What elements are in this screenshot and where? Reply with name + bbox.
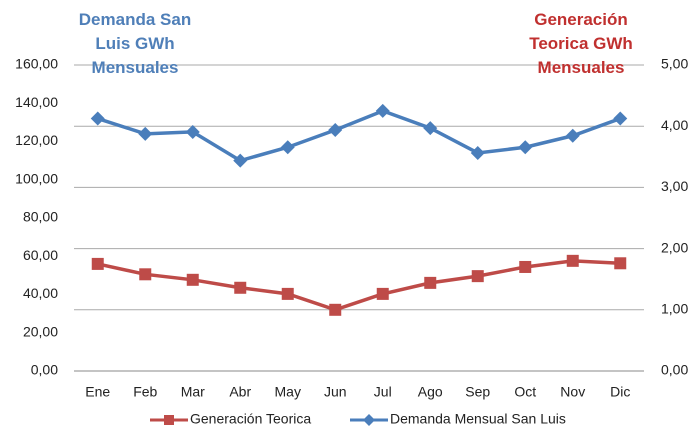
marker bbox=[138, 126, 153, 141]
legend-label: Demanda Mensual San Luis bbox=[390, 411, 566, 427]
marker bbox=[518, 140, 533, 155]
marker bbox=[423, 121, 438, 136]
marker bbox=[424, 276, 437, 289]
y2-tick-label: 4,00 bbox=[661, 117, 688, 133]
x-tick-label: Ene bbox=[85, 384, 110, 400]
marker bbox=[91, 257, 104, 270]
marker bbox=[471, 270, 484, 283]
y-tick-label: 0,00 bbox=[31, 362, 58, 378]
x-tick-label: Mar bbox=[181, 384, 205, 400]
marker bbox=[280, 140, 295, 155]
legend-marker bbox=[164, 415, 174, 425]
y-tick-label: 120,00 bbox=[15, 132, 58, 148]
legend-label: Generación Teorica bbox=[190, 411, 311, 427]
series-line bbox=[97, 259, 621, 312]
y-tick-label: 20,00 bbox=[23, 323, 58, 339]
marker bbox=[613, 111, 628, 126]
x-tick-label: Ago bbox=[418, 384, 443, 400]
y2-tick-label: 1,00 bbox=[661, 301, 688, 317]
x-tick-label: Oct bbox=[514, 384, 536, 400]
marker bbox=[375, 103, 390, 118]
marker bbox=[470, 145, 485, 160]
marker bbox=[565, 128, 580, 143]
y-tick-label: 80,00 bbox=[23, 209, 58, 225]
y2-tick-label: 3,00 bbox=[661, 178, 688, 194]
marker bbox=[329, 303, 342, 316]
y-tick-label: 160,00 bbox=[15, 56, 58, 72]
y-tick-label: 140,00 bbox=[15, 94, 58, 110]
marker bbox=[234, 281, 247, 294]
x-tick-label: Jun bbox=[324, 384, 347, 400]
marker bbox=[139, 268, 152, 281]
marker bbox=[376, 287, 389, 300]
legend-marker bbox=[363, 414, 375, 426]
marker bbox=[186, 273, 199, 286]
x-tick-label: Abr bbox=[229, 384, 251, 400]
x-tick-label: Jul bbox=[374, 384, 392, 400]
marker bbox=[233, 153, 248, 168]
y2-tick-label: 2,00 bbox=[661, 239, 688, 255]
marker bbox=[566, 254, 579, 267]
y-tick-label: 100,00 bbox=[15, 170, 58, 186]
x-tick-label: Feb bbox=[133, 384, 157, 400]
marker bbox=[90, 111, 105, 126]
y2-tick-label: 0,00 bbox=[661, 362, 688, 378]
x-tick-label: Sep bbox=[465, 384, 490, 400]
y-tick-label: 40,00 bbox=[23, 285, 58, 301]
marker bbox=[614, 257, 627, 270]
marker bbox=[185, 124, 200, 139]
y2-tick-label: 5,00 bbox=[661, 56, 688, 72]
x-tick-label: Nov bbox=[560, 384, 585, 400]
right-axis-title: Generación Teorica GWh Mensuales bbox=[529, 10, 633, 77]
x-tick-label: Dic bbox=[610, 384, 630, 400]
marker bbox=[328, 123, 343, 138]
series-line bbox=[97, 109, 621, 163]
left-axis-title: Demanda San Luis GWh Mensuales bbox=[78, 10, 192, 77]
marker bbox=[519, 260, 532, 273]
x-tick-label: May bbox=[275, 384, 301, 400]
marker bbox=[281, 287, 294, 300]
y-tick-label: 60,00 bbox=[23, 247, 58, 263]
